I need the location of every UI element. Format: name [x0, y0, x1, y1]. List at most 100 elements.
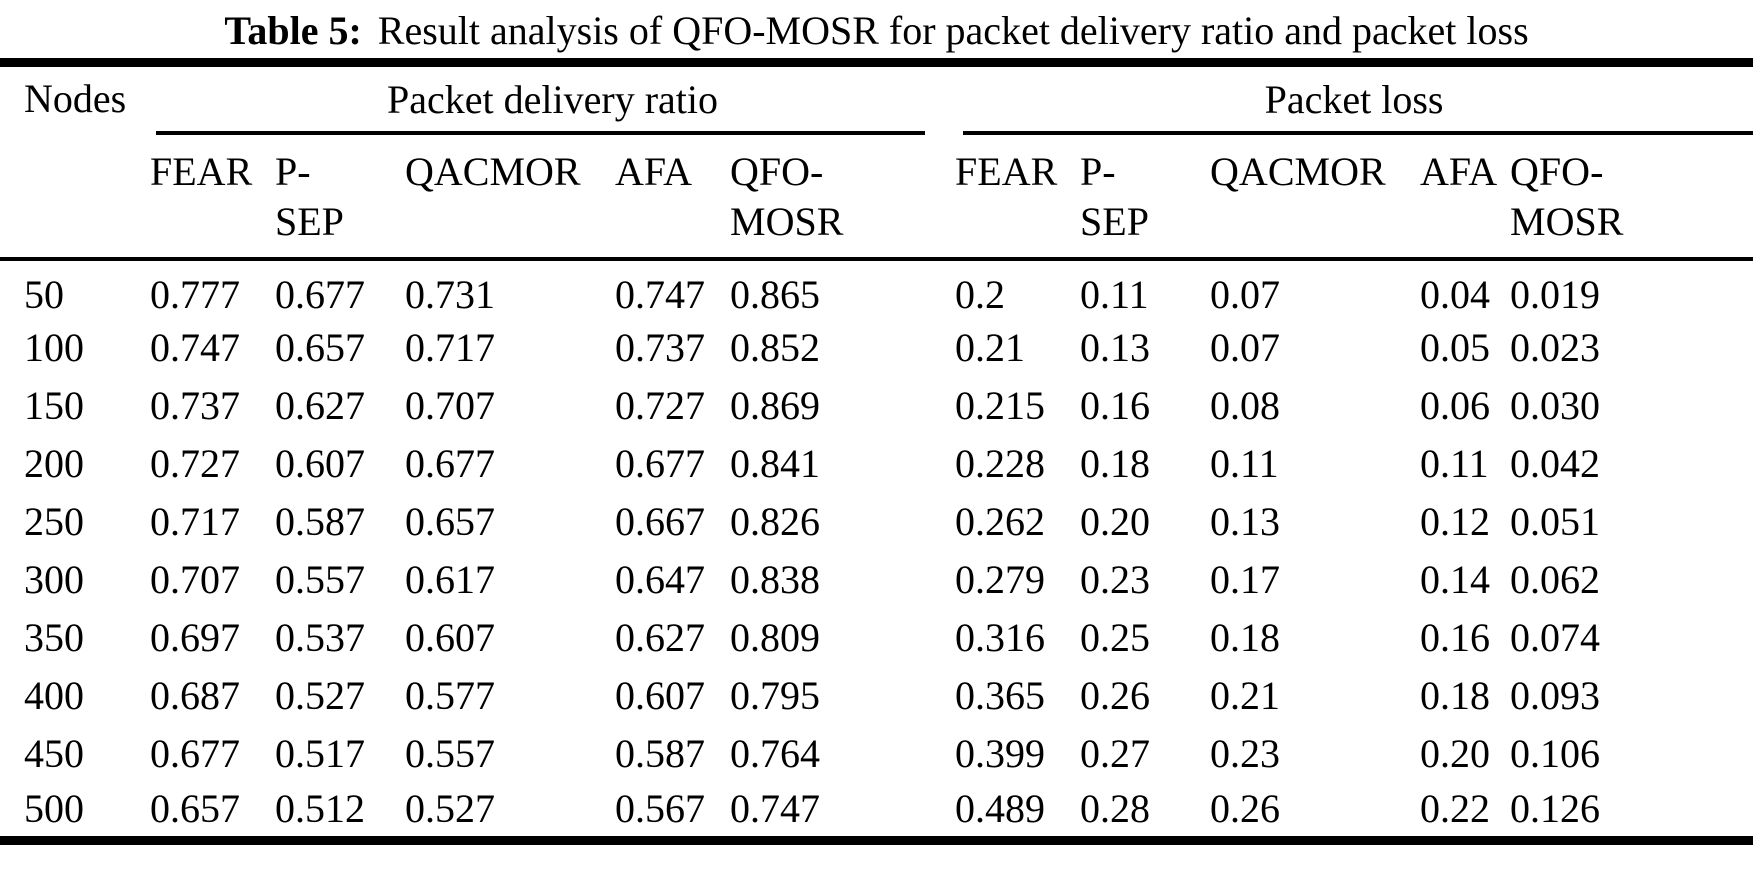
pdr-fear-value: 0.707 [150, 556, 240, 602]
loss-afa-value: 0.14 [1420, 556, 1491, 602]
column-header-pdr-psep: P- SEP [275, 135, 405, 261]
pdr-qacmor-value: 0.617 [405, 556, 495, 602]
results-table: Nodes Packet delivery ratio Packet loss … [0, 58, 1753, 845]
loss-psep-value: 0.27 [1080, 730, 1151, 776]
pdr-afa-value: 0.587 [615, 730, 705, 776]
pdr-psep-value: 0.512 [275, 786, 365, 832]
loss-qacmor-value: 0.26 [1210, 786, 1281, 832]
pdr-fear-value: 0.717 [150, 498, 240, 544]
subheader-row: FEAR P- SEP QACMOR AFA QFO- MOSR FEAR P-… [0, 135, 1753, 261]
loss-fear-value: 0.228 [955, 440, 1046, 486]
pdr-qfomosr-value: 0.826 [730, 498, 820, 544]
loss-qfomosr-value: 0.062 [1510, 556, 1601, 602]
pdr-qacmor-value: 0.527 [405, 786, 495, 832]
table-header: Nodes Packet delivery ratio Packet loss … [0, 62, 1753, 261]
loss-fear-value: 0.2 [955, 272, 1006, 317]
group-header-loss-label: Packet loss [1264, 77, 1444, 122]
loss-afa-value: 0.05 [1420, 324, 1491, 370]
loss-qacmor-value: 0.23 [1210, 730, 1281, 776]
loss-fear-value: 0.489 [955, 786, 1046, 832]
pdr-afa-value: 0.627 [615, 614, 705, 660]
column-header-loss-psep: P- SEP [1080, 135, 1211, 261]
loss-fear-value: 0.399 [955, 730, 1046, 776]
pdr-qfomosr-value: 0.747 [730, 786, 820, 832]
group-header-pdr-label: Packet delivery ratio [387, 77, 719, 122]
loss-qacmor-value: 0.11 [1210, 440, 1279, 486]
table-row-400: 400 0.687 0.527 0.577 0.607 0.795 0.365 … [0, 666, 1753, 724]
pdr-afa-value: 0.727 [615, 382, 705, 428]
nodes-value: 400 [24, 672, 84, 718]
loss-qfomosr-value: 0.106 [1510, 730, 1601, 776]
nodes-value: 250 [24, 498, 84, 544]
pdr-fear-value: 0.697 [150, 614, 240, 660]
table-row-50: 50 0.777 0.677 0.731 0.747 0.865 0.2 0.1… [0, 259, 1753, 318]
loss-qacmor-value: 0.21 [1210, 672, 1281, 718]
nodes-value: 100 [24, 324, 84, 370]
column-header-nodes: Nodes [0, 62, 150, 261]
pdr-qfomosr-value: 0.795 [730, 672, 820, 718]
nodes-value: 200 [24, 440, 84, 486]
nodes-value: 150 [24, 382, 84, 428]
loss-psep-value: 0.23 [1080, 556, 1151, 602]
pdr-group-underline [156, 131, 926, 135]
loss-psep-value: 0.13 [1080, 324, 1151, 370]
pdr-fear-value: 0.777 [150, 272, 240, 317]
pdr-psep-value: 0.527 [275, 672, 365, 718]
loss-fear-value: 0.262 [955, 498, 1046, 544]
pdr-qacmor-value: 0.557 [405, 730, 495, 776]
loss-psep-value: 0.16 [1080, 382, 1151, 428]
pdr-qfomosr-value: 0.764 [730, 730, 820, 776]
group-header-pdr: Packet delivery ratio [150, 63, 955, 135]
pdr-psep-value: 0.517 [275, 730, 365, 776]
loss-qfomosr-value: 0.030 [1510, 382, 1601, 428]
pdr-fear-value: 0.687 [150, 672, 240, 718]
loss-fear-value: 0.21 [955, 324, 1026, 370]
table-row-500: 500 0.657 0.512 0.527 0.567 0.747 0.489 … [0, 782, 1753, 840]
loss-fear-value: 0.316 [955, 614, 1046, 660]
pdr-qfomosr-value: 0.865 [730, 272, 820, 317]
loss-qfomosr-value: 0.023 [1510, 324, 1601, 370]
pdr-psep-value: 0.657 [275, 324, 365, 370]
pdr-psep-value: 0.587 [275, 498, 365, 544]
loss-psep-value: 0.20 [1080, 498, 1151, 544]
pdr-afa-value: 0.647 [615, 556, 705, 602]
pdr-qacmor-value: 0.717 [405, 324, 495, 370]
nodes-value: 300 [24, 556, 84, 602]
column-header-loss-afa: AFA [1420, 135, 1511, 261]
loss-psep-value: 0.18 [1080, 440, 1151, 486]
column-header-loss-fear: FEAR [955, 135, 1081, 261]
loss-qacmor-value: 0.18 [1210, 614, 1281, 660]
column-header-pdr-qfomosr: QFO- MOSR [730, 135, 956, 261]
group-header-row: Nodes Packet delivery ratio Packet loss [0, 62, 1753, 261]
column-header-pdr-qacmor: QACMOR [405, 135, 615, 261]
pdr-afa-value: 0.737 [615, 324, 705, 370]
table-caption-label: Table 5: [224, 8, 362, 53]
table-row-450: 450 0.677 0.517 0.557 0.587 0.764 0.399 … [0, 724, 1753, 782]
table-caption: Table 5: Result analysis of QFO-MOSR for … [0, 0, 1753, 58]
table-row-350: 350 0.697 0.537 0.607 0.627 0.809 0.316 … [0, 608, 1753, 666]
loss-qacmor-value: 0.07 [1210, 272, 1281, 317]
pdr-afa-value: 0.567 [615, 786, 705, 832]
loss-qfomosr-value: 0.093 [1510, 672, 1601, 718]
table-row-200: 200 0.727 0.607 0.677 0.677 0.841 0.228 … [0, 434, 1753, 492]
pdr-qacmor-value: 0.607 [405, 614, 495, 660]
pdr-fear-value: 0.727 [150, 440, 240, 486]
nodes-value: 500 [24, 786, 84, 832]
loss-afa-value: 0.22 [1420, 786, 1491, 832]
pdr-qfomosr-value: 0.869 [730, 382, 820, 428]
loss-qacmor-value: 0.08 [1210, 382, 1281, 428]
pdr-qacmor-value: 0.707 [405, 382, 495, 428]
pdr-afa-value: 0.677 [615, 440, 705, 486]
loss-qfomosr-value: 0.042 [1510, 440, 1601, 486]
loss-psep-value: 0.26 [1080, 672, 1151, 718]
pdr-psep-value: 0.557 [275, 556, 365, 602]
table-row-100: 100 0.747 0.657 0.717 0.737 0.852 0.21 0… [0, 318, 1753, 376]
loss-qacmor-value: 0.07 [1210, 324, 1281, 370]
pdr-fear-value: 0.677 [150, 730, 240, 776]
loss-afa-value: 0.12 [1420, 498, 1491, 544]
pdr-qacmor-value: 0.577 [405, 672, 495, 718]
loss-qacmor-value: 0.13 [1210, 498, 1281, 544]
loss-afa-value: 0.11 [1420, 440, 1489, 486]
loss-qacmor-value: 0.17 [1210, 556, 1281, 602]
loss-psep-value: 0.25 [1080, 614, 1151, 660]
